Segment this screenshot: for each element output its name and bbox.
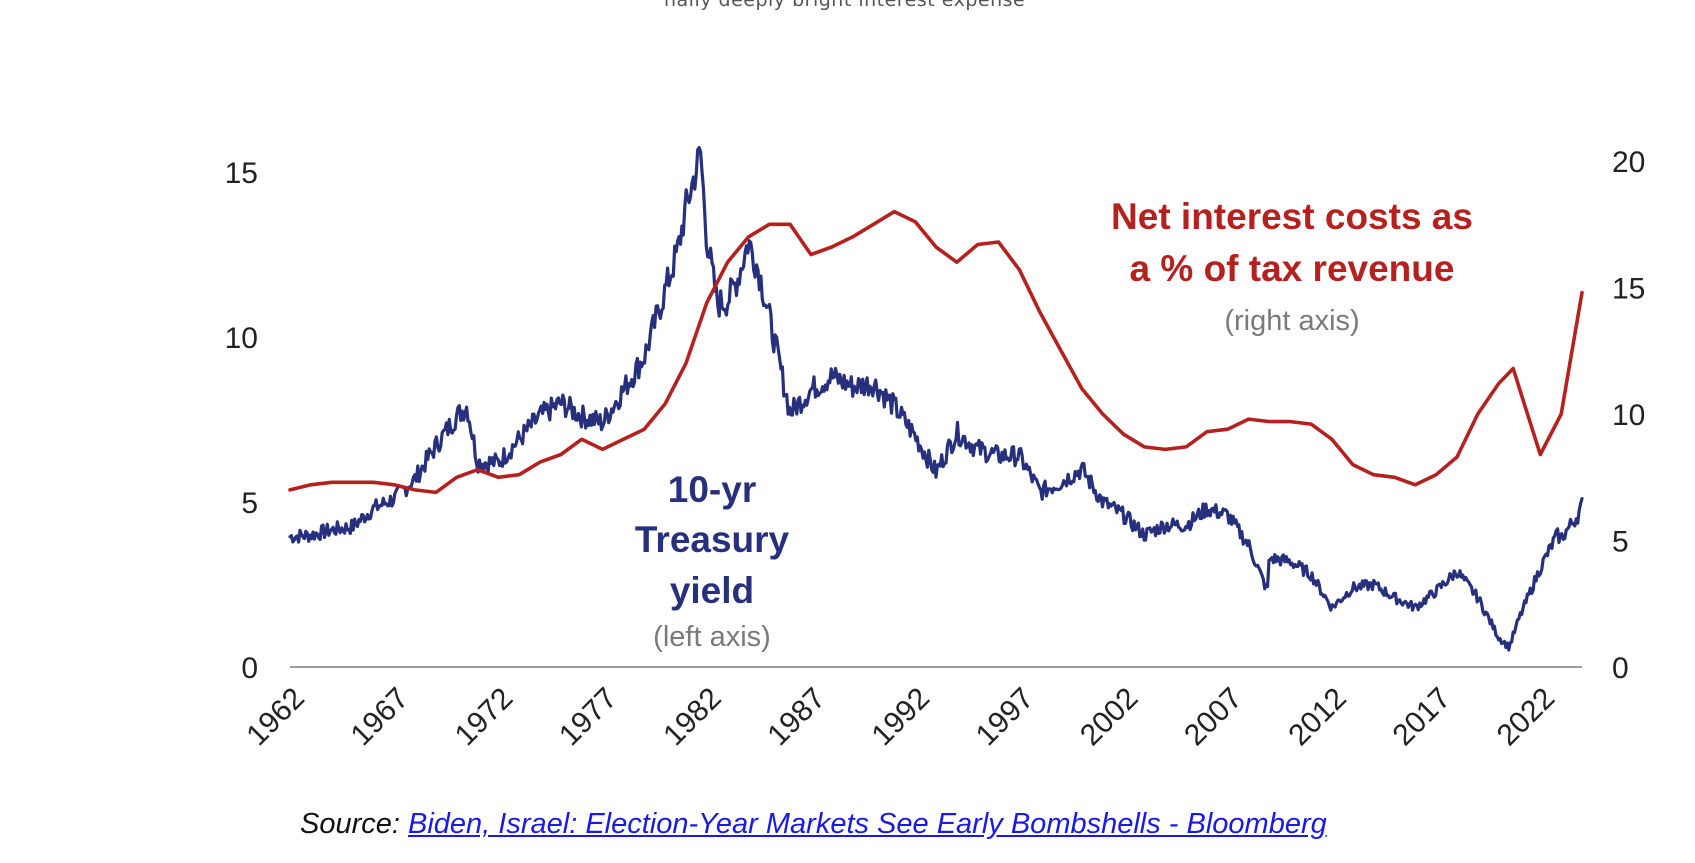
- series-layer: [288, 146, 1584, 652]
- right-tick-15: 15: [1612, 273, 1645, 306]
- series-label-treasury-line-2: Treasury: [635, 519, 790, 560]
- x-axis-ticks: 1962 1967 1972 1977 1982 1987 1992 1997 2002 2007…: [240, 682, 1561, 753]
- series-label-interest-line-2: a % of tax revenue: [1130, 248, 1455, 289]
- right-tick-0: 0: [1612, 652, 1629, 685]
- x-tick-1982: 1982: [657, 682, 728, 753]
- x-tick-1962: 1962: [240, 682, 311, 753]
- x-tick-2012: 2012: [1282, 682, 1353, 753]
- x-tick-1972: 1972: [449, 682, 520, 753]
- series-label-interest-line-1: Net interest costs as: [1111, 196, 1473, 237]
- right-tick-5: 5: [1612, 526, 1629, 559]
- x-tick-2002: 2002: [1074, 682, 1145, 753]
- top-caption-text: nally deeply bright interest expense: [664, 0, 1026, 11]
- right-axis-ticks: 0 5 10 15 20: [1612, 146, 1645, 685]
- left-axis-ticks: 0 5 10 15: [225, 157, 258, 685]
- x-tick-1977: 1977: [553, 682, 624, 753]
- x-tick-2007: 2007: [1178, 682, 1249, 753]
- left-tick-0: 0: [241, 652, 258, 685]
- x-tick-1967: 1967: [345, 682, 416, 753]
- right-tick-20: 20: [1612, 146, 1645, 179]
- left-tick-15: 15: [225, 157, 258, 190]
- series-note-right-axis: (right axis): [1224, 305, 1359, 337]
- top-caption: nally deeply bright interest expense: [0, 0, 1695, 14]
- left-tick-5: 5: [241, 487, 258, 520]
- source-line: Source: Biden, Israel: Election-Year Mar…: [300, 808, 1327, 841]
- series-line-net-interest: [288, 209, 1584, 495]
- x-tick-1987: 1987: [761, 682, 832, 753]
- x-tick-1997: 1997: [970, 682, 1041, 753]
- source-prefix: Source:: [300, 808, 400, 840]
- source-link[interactable]: Biden, Israel: Election-Year Markets See…: [408, 808, 1327, 840]
- x-tick-2017: 2017: [1387, 682, 1458, 753]
- series-label-treasury-line-3: yield: [670, 570, 754, 611]
- series-label-treasury-line-1: 10-yr: [668, 469, 756, 510]
- right-tick-10: 10: [1612, 399, 1645, 432]
- left-tick-10: 10: [225, 322, 258, 355]
- x-tick-1992: 1992: [866, 682, 937, 753]
- series-line-treasury-yield: [288, 146, 1584, 652]
- series-note-left-axis: (left axis): [653, 621, 771, 653]
- x-tick-2022: 2022: [1491, 682, 1562, 753]
